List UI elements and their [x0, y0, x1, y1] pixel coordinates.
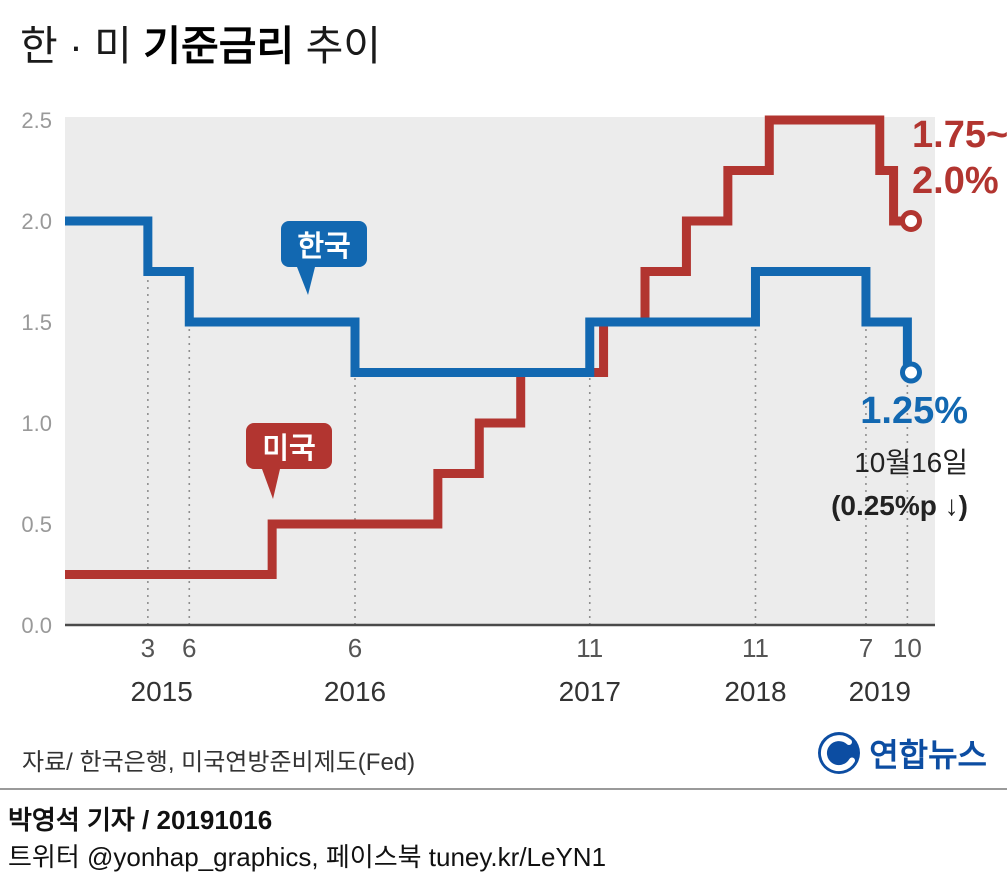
x-tick-label: 11: [576, 633, 603, 663]
y-tick-label: 1.5: [21, 310, 52, 335]
korea-series-label-text: 한국: [297, 231, 351, 263]
year-label: 2019: [849, 676, 911, 707]
yonhap-logo-icon: [818, 732, 861, 774]
year-label: 2016: [324, 676, 386, 707]
plot-area: [65, 117, 935, 625]
year-label: 2015: [131, 676, 193, 707]
title-suffix: 추이: [294, 23, 382, 69]
yonhap-logo-text: 연합뉴스: [869, 737, 987, 773]
us-rate-line2: 2.0%: [912, 160, 999, 202]
year-label: 2017: [559, 676, 621, 707]
us-series-label: 미국: [246, 423, 332, 499]
x-tick-label: 3: [141, 633, 155, 663]
y-tick-label: 0.0: [21, 613, 52, 638]
y-tick-label: 0.5: [21, 512, 52, 537]
yonhap-logo: 연합뉴스: [816, 730, 987, 776]
title-prefix: 한 · 미: [20, 23, 144, 69]
korea-rate-annotation: 1.25% 10월16일 (0.25%p ↓): [768, 390, 968, 522]
x-tick-label: 6: [182, 633, 196, 663]
us-series-label-text: 미국: [262, 433, 316, 465]
series-end-marker: [900, 210, 922, 232]
y-tick-label: 2.5: [21, 108, 52, 133]
source-note: 자료/ 한국은행, 미국연방준비제도(Fed): [22, 749, 416, 776]
x-tick-label: 6: [348, 633, 362, 663]
korea-rate-date: 10월16일: [854, 447, 968, 478]
us-rate-annotation: 1.75~ 2.0%: [912, 112, 1007, 204]
title-bold: 기준금리: [143, 23, 295, 69]
year-label: 2018: [724, 676, 786, 707]
series-line: [65, 216, 912, 377]
korea-rate-change: (0.25%p ↓): [831, 490, 968, 521]
footer-divider: [0, 788, 1007, 790]
korea-series-label: 한국: [281, 221, 367, 295]
x-tick-label: 10: [893, 633, 922, 663]
page-title: 한 · 미 기준금리 추이: [20, 12, 381, 72]
x-tick-label: 11: [742, 633, 769, 663]
us-rate-line1: 1.75~: [912, 114, 1007, 156]
y-tick-label: 1.0: [21, 411, 52, 436]
korea-rate-value: 1.25%: [860, 390, 968, 432]
byline: 박영석 기자 / 20191016: [8, 805, 273, 835]
social-links: 트위터 @yonhap_graphics, 페이스북 tuney.kr/LeYN…: [8, 842, 607, 872]
x-tick-label: 7: [859, 633, 873, 663]
y-tick-label: 2.0: [21, 209, 52, 234]
series-end-marker: [900, 361, 922, 384]
